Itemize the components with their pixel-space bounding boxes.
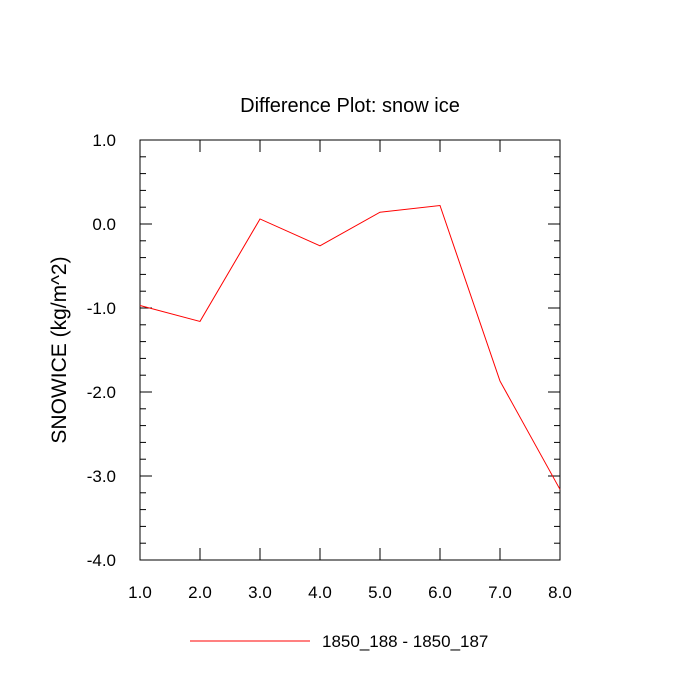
axis-ticks: 1.0 2.0 3.0 4.0 5.0 6.0 7.0 8.0 1.0 0.0 -1.0 -2.0 -3… bbox=[87, 131, 572, 602]
y-tick-label: -3.0 bbox=[87, 467, 116, 486]
x-tick-label: 6.0 bbox=[428, 583, 452, 602]
y-tick-label: -4.0 bbox=[87, 551, 116, 570]
plot-frame bbox=[139, 139, 561, 561]
chart-title: Difference Plot: snow ice bbox=[240, 95, 460, 117]
x-tick-label: 1.0 bbox=[128, 583, 152, 602]
x-tick-label: 5.0 bbox=[368, 583, 392, 602]
x-tick-label: 4.0 bbox=[308, 583, 332, 602]
y-tick-label: 1.0 bbox=[92, 131, 116, 150]
series-line bbox=[139, 204, 561, 490]
x-tick-label: 3.0 bbox=[248, 583, 272, 602]
legend: 1850_188 - 1850_187 bbox=[190, 632, 488, 651]
x-tick-label: 8.0 bbox=[548, 583, 572, 602]
legend-label: 1850_188 - 1850_187 bbox=[322, 632, 488, 651]
y-axis-label: SNOWICE (kg/m^2) bbox=[48, 256, 71, 443]
series-layer bbox=[139, 204, 561, 490]
y-tick-label: -1.0 bbox=[87, 299, 116, 318]
x-tick-label: 7.0 bbox=[488, 583, 512, 602]
y-tick-label: 0.0 bbox=[92, 215, 116, 234]
x-tick-label: 2.0 bbox=[188, 583, 212, 602]
y-tick-label: -2.0 bbox=[87, 383, 116, 402]
